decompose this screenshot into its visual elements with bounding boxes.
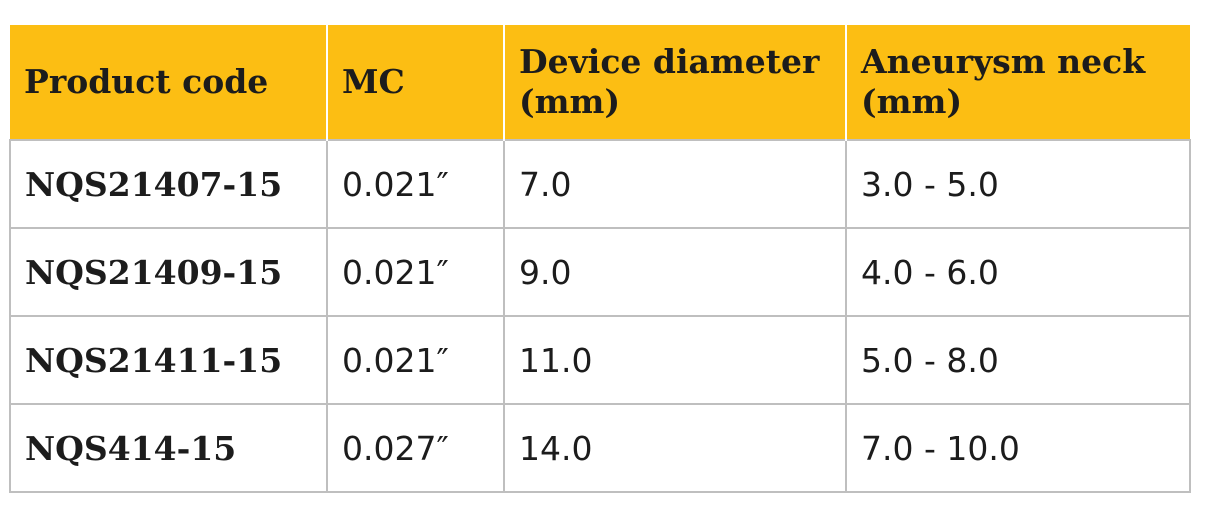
cell-device-diameter: 7.0 — [503, 139, 847, 229]
cell-mc: 0.021″ — [326, 139, 505, 229]
cell-mc: 0.027″ — [326, 403, 505, 493]
product-table-container: Product code MC Device diameter (mm) Ane… — [9, 25, 1191, 493]
cell-product-code: NQS21407-15 — [9, 139, 328, 229]
cell-device-diameter: 11.0 — [503, 315, 847, 405]
table-row: NQS414-15 0.027″ 14.0 7.0 - 10.0 — [9, 403, 1191, 493]
cell-product-code: NQS21409-15 — [9, 227, 328, 317]
cell-device-diameter: 14.0 — [503, 403, 847, 493]
cell-aneurysm-neck: 3.0 - 5.0 — [845, 139, 1191, 229]
table-row: NQS21409-15 0.021″ 9.0 4.0 - 6.0 — [9, 227, 1191, 317]
table-row: NQS21407-15 0.021″ 7.0 3.0 - 5.0 — [9, 139, 1191, 229]
cell-aneurysm-neck: 7.0 - 10.0 — [845, 403, 1191, 493]
cell-product-code: NQS414-15 — [9, 403, 328, 493]
cell-mc: 0.021″ — [326, 227, 505, 317]
header-device-diameter: Device diameter (mm) — [503, 25, 847, 140]
header-product-code: Product code — [10, 25, 328, 140]
cell-aneurysm-neck: 5.0 - 8.0 — [845, 315, 1191, 405]
cell-aneurysm-neck: 4.0 - 6.0 — [845, 227, 1191, 317]
cell-mc: 0.021″ — [326, 315, 505, 405]
table-row: NQS21411-15 0.021″ 11.0 5.0 - 8.0 — [9, 315, 1191, 405]
header-mc: MC — [326, 25, 505, 140]
product-table: Product code MC Device diameter (mm) Ane… — [9, 25, 1191, 493]
cell-product-code: NQS21411-15 — [9, 315, 328, 405]
header-aneurysm-neck: Aneurysm neck (mm) — [845, 25, 1190, 140]
table-header-row: Product code MC Device diameter (mm) Ane… — [10, 25, 1190, 140]
cell-device-diameter: 9.0 — [503, 227, 847, 317]
